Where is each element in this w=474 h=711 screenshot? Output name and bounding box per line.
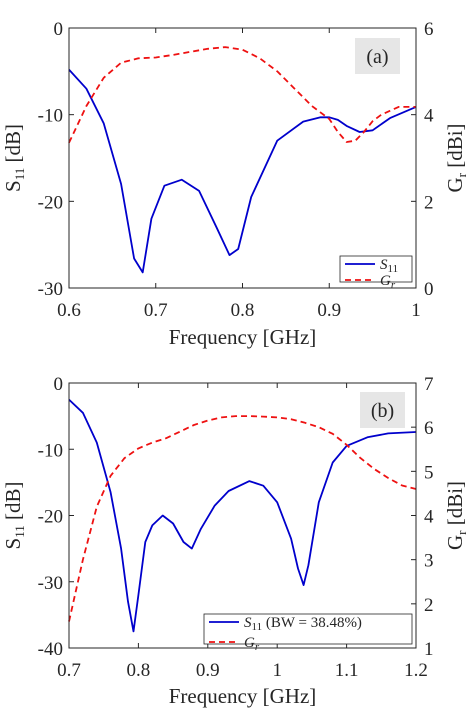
- panel-label: (b): [371, 400, 394, 422]
- legend-main: G: [380, 273, 391, 289]
- y-right-tick-label: 6: [424, 418, 434, 439]
- x-tick-label: 1: [272, 660, 282, 681]
- y-right-axis-label-main: G: [443, 177, 467, 192]
- panel-label: (a): [366, 46, 388, 68]
- y-left-axis-label: S11 [dB]: [1, 124, 27, 192]
- s11-series-line: [68, 398, 417, 633]
- legend-sub: r: [391, 279, 396, 291]
- x-tick-label: 0.7: [144, 300, 168, 321]
- x-tick-label: 0.7: [57, 660, 81, 681]
- chart-panel-b: 0.7 0.8 0.9 1 1.1 1.2 0 -10 -20 -30 -40 7 6 5 4 3 2 1 Freq…: [1, 374, 469, 708]
- y-left-axis-label-sub: 11: [12, 168, 27, 181]
- panel-label-box: [360, 392, 405, 428]
- y-right-tick-label: 0: [424, 279, 434, 300]
- y-left-tick-label: 0: [54, 19, 64, 40]
- y-right-axis-label-unit: [dBi]: [443, 481, 467, 531]
- x-tick-label: 0.8: [231, 300, 255, 321]
- y-right-axis-label-text: Gr [dBi]: [443, 481, 469, 550]
- y-right-tick-label: 4: [424, 507, 434, 528]
- legend-suffix: (BW = 38.48%): [262, 615, 362, 631]
- legend-sub: r: [255, 641, 260, 653]
- legend-sub: 11: [388, 263, 399, 275]
- y-left-axis-label-text: S11 [dB]: [1, 482, 27, 550]
- y-left-axis-label-main: S: [1, 180, 25, 192]
- y-right-axis-label-unit: [dBi]: [443, 123, 467, 173]
- y-right-tick-label: 5: [424, 462, 434, 483]
- y-left-axis-label-sub: 11: [12, 525, 27, 538]
- legend-entry-gain: Gr: [244, 635, 260, 653]
- x-tick-label: 1.1: [335, 660, 359, 681]
- x-axis-label: Frequency [GHz]: [169, 684, 317, 708]
- legend-main: G: [244, 635, 255, 651]
- x-tick-label: 0.6: [57, 300, 81, 321]
- y-right-axis-label: Gr [dBi]: [443, 481, 469, 550]
- y-left-tick-label: 0: [54, 374, 64, 395]
- y-right-tick-label: 4: [424, 106, 434, 127]
- x-tick-label: 0.9: [317, 300, 341, 321]
- y-right-axis-label-main: G: [443, 535, 467, 550]
- y-right-tick-label: 1: [424, 639, 434, 660]
- x-tick-label: 0.8: [127, 660, 151, 681]
- y-right-tick-label: 3: [424, 551, 434, 572]
- y-right-axis-label-sub: r: [454, 530, 469, 535]
- y-left-axis-label-text: S11 [dB]: [1, 124, 27, 192]
- y-right-axis-label-sub: r: [454, 172, 469, 177]
- legend-box: [339, 255, 413, 283]
- y-right-tick-label: 2: [424, 192, 434, 213]
- y-left-axis-label-unit: [dB]: [1, 124, 25, 168]
- y-left-axis-label: S11 [dB]: [1, 482, 27, 550]
- legend-main: S: [244, 615, 252, 631]
- panel-label-box: [355, 38, 400, 74]
- y-left-tick-label: -10: [38, 440, 63, 461]
- y-left-axis-label-unit: [dB]: [1, 482, 25, 526]
- y-left-axis-label-main: S: [1, 538, 25, 550]
- legend-sub: 11: [252, 621, 263, 633]
- legend: S11 (BW = 38.48%)Gr: [203, 613, 413, 653]
- y-left-tick-label: -20: [38, 507, 63, 528]
- legend-entry-s11: S11: [380, 257, 398, 275]
- x-tick-label: 1.2: [404, 660, 428, 681]
- x-axis-label: Frequency [GHz]: [169, 325, 317, 349]
- legend-box: [203, 613, 413, 645]
- y-right-tick-label: 2: [424, 595, 434, 616]
- x-tick-label: 1: [411, 300, 421, 321]
- y-left-tick-label: -20: [38, 192, 63, 213]
- y-right-axis-label-text: Gr [dBi]: [443, 123, 469, 192]
- legend-entry-s11: S11 (BW = 38.48%): [244, 615, 362, 633]
- y-right-tick-label: 7: [424, 374, 434, 395]
- y-left-tick-label: -40: [38, 639, 63, 660]
- s11-series-line: [68, 68, 417, 274]
- legend-main: S: [380, 257, 388, 273]
- gain-series-line: [68, 46, 416, 144]
- x-tick-label: 0.9: [196, 660, 220, 681]
- y-left-tick-label: -10: [38, 106, 63, 127]
- y-right-axis-label: Gr [dBi]: [443, 123, 469, 192]
- y-left-tick-label: -30: [38, 573, 63, 594]
- y-right-tick-label: 6: [424, 19, 434, 40]
- legend-entry-gain: Gr: [380, 273, 396, 291]
- gain-series-line: [68, 415, 417, 622]
- y-left-tick-label: -30: [38, 279, 63, 300]
